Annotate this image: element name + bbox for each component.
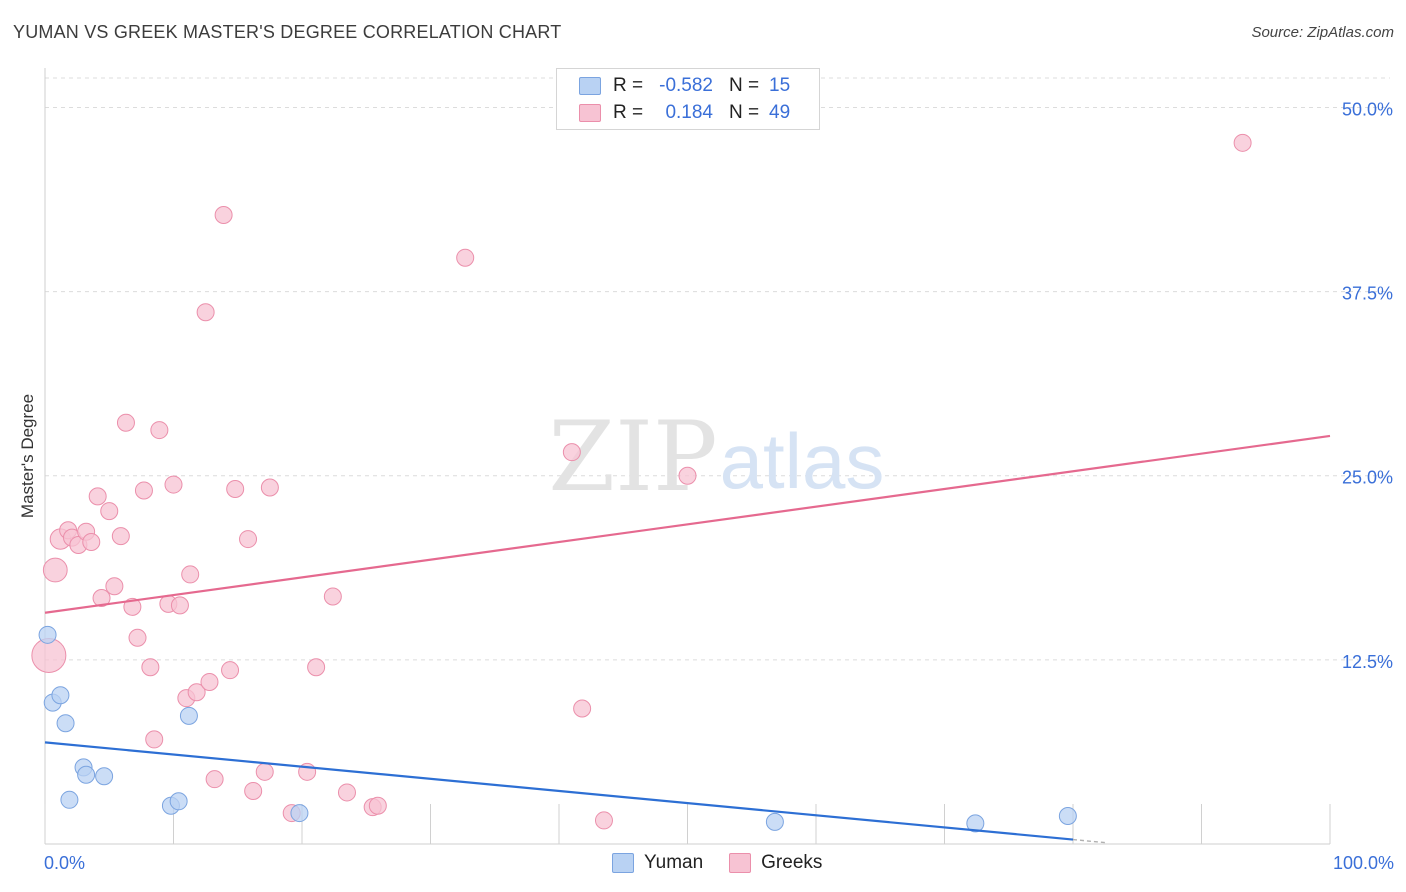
greeks-point <box>200 672 219 691</box>
greeks-point <box>42 557 68 583</box>
n-value: 15 <box>769 75 791 96</box>
greeks-point <box>456 248 475 267</box>
greeks-point <box>337 783 356 802</box>
greeks-point <box>181 565 200 584</box>
greeks-point <box>123 597 142 616</box>
greeks-point <box>368 796 387 815</box>
greeks-point <box>255 762 274 781</box>
greeks-point <box>128 628 147 647</box>
legend-item-yuman[interactable]: Yuman <box>612 852 703 874</box>
yuman-point <box>60 790 79 809</box>
greeks-point <box>105 577 124 596</box>
greeks-point <box>562 443 581 462</box>
yuman-point <box>56 714 75 733</box>
greeks-point <box>150 421 169 440</box>
greeks-swatch <box>729 853 752 873</box>
legend-label-greeks: Greeks <box>761 852 823 873</box>
n-value: 49 <box>769 102 791 123</box>
greeks-point <box>323 587 342 606</box>
greeks-points <box>31 133 1252 830</box>
greeks-point <box>196 303 215 322</box>
yuman-point <box>77 765 96 784</box>
yuman-point <box>966 814 985 833</box>
yuman-points <box>38 625 1077 833</box>
greeks-point <box>214 205 233 224</box>
greeks-point <box>164 475 183 494</box>
tick-labels: 12.5% 25.0% 37.5% 50.0% 0.0% 100.0% <box>44 99 1394 873</box>
series-legend: Yuman Greeks <box>612 852 848 874</box>
greeks-point <box>145 730 164 749</box>
yuman-point <box>1058 807 1077 826</box>
y-tick-label: 37.5% <box>1342 284 1393 304</box>
greeks-point <box>88 487 107 506</box>
greeks-point <box>111 527 130 546</box>
greeks-point <box>134 481 153 500</box>
r-value: -0.582 <box>659 75 713 96</box>
yuman-point <box>38 625 57 644</box>
greeks-swatch <box>579 104 601 122</box>
greeks-point <box>678 466 697 485</box>
greeks-point <box>100 502 119 521</box>
n-label: N = <box>729 75 760 96</box>
greeks-point <box>116 413 135 432</box>
greeks-point <box>260 478 279 497</box>
greeks-point <box>1233 133 1252 152</box>
greeks-point <box>141 658 160 677</box>
greeks-point <box>187 683 206 702</box>
greeks-trend-line <box>44 434 1331 614</box>
chart-title: YUMAN VS GREEK MASTER'S DEGREE CORRELATI… <box>13 22 562 42</box>
greeks-point <box>82 533 101 552</box>
greeks-point <box>92 588 111 607</box>
x-tick-label-max: 100.0% <box>1333 853 1394 873</box>
correlation-legend: R = -0.582 N = 15 R = 0.184 N = 49 <box>556 68 820 130</box>
greeks-point <box>226 479 245 498</box>
yuman-swatch <box>579 77 601 95</box>
yuman-point <box>169 792 188 811</box>
greeks-point <box>244 781 263 800</box>
x-tick-label-min: 0.0% <box>44 853 85 873</box>
gridlines <box>45 77 1390 661</box>
y-tick-label: 25.0% <box>1342 468 1393 488</box>
yuman-point <box>51 686 70 705</box>
greeks-point <box>221 661 240 680</box>
y-tick-label: 12.5% <box>1342 652 1393 672</box>
legend-item-greeks[interactable]: Greeks <box>729 852 822 874</box>
axes <box>44 68 1331 845</box>
watermark: ZIP atlas <box>548 401 884 513</box>
legend-row-yuman: R = -0.582 N = 15 <box>579 74 790 98</box>
yuman-swatch <box>612 853 634 873</box>
yuman-point <box>179 706 198 725</box>
r-label: R = <box>613 75 644 96</box>
yuman-point <box>95 767 114 786</box>
greeks-point <box>573 699 592 718</box>
yuman-trend-line <box>44 741 1074 841</box>
source-label: Source: ZipAtlas.com <box>1251 24 1394 41</box>
yuman-trend-extension <box>1072 838 1106 844</box>
greeks-point <box>170 596 189 615</box>
legend-row-greeks: R = 0.184 N = 49 <box>579 101 790 125</box>
r-label: R = <box>613 102 644 123</box>
greeks-point <box>205 770 224 789</box>
greeks-point <box>239 530 258 549</box>
trend-lines <box>44 434 1331 844</box>
watermark-atlas: atlas <box>720 417 885 505</box>
yuman-point <box>765 812 784 831</box>
greeks-point <box>307 658 326 677</box>
r-value: 0.184 <box>665 102 713 123</box>
greeks-point <box>594 811 613 830</box>
legend-label-yuman: Yuman <box>644 852 704 873</box>
yuman-point <box>290 804 309 823</box>
y-tick-label: 50.0% <box>1342 99 1393 119</box>
n-label: N = <box>729 102 760 123</box>
